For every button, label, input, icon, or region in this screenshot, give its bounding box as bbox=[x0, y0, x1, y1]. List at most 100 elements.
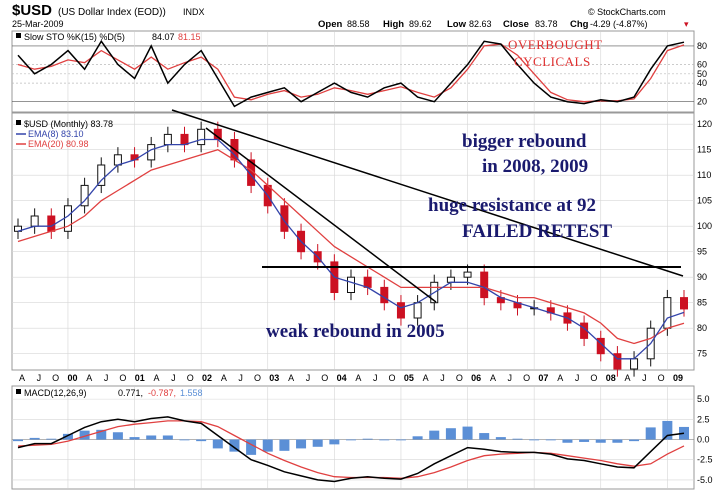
macd-hist-bar bbox=[412, 436, 423, 440]
macd-hist-bar bbox=[229, 439, 240, 452]
macd-hist-bar bbox=[296, 439, 307, 449]
candle-body bbox=[613, 353, 622, 370]
macd-hist-bar bbox=[645, 427, 656, 440]
candle-body bbox=[680, 297, 688, 310]
x-tick-label: 04 bbox=[337, 373, 347, 383]
candle-body bbox=[347, 276, 355, 294]
ohlc-readout: Open 88.58 High 89.62 Low 82.63 Close 83… bbox=[318, 19, 689, 30]
watermark: © StockCharts.com bbox=[588, 7, 666, 17]
candle-body bbox=[463, 271, 472, 278]
price-tick-label: 105 bbox=[697, 196, 712, 206]
macd-line bbox=[17, 416, 685, 483]
macd-hist-bar bbox=[196, 439, 207, 442]
macd-hist-bar bbox=[346, 439, 356, 441]
price-tick-label: 95 bbox=[697, 247, 707, 257]
macd-hist-bar bbox=[29, 437, 40, 440]
stoch-tick-label: 20 bbox=[697, 97, 707, 107]
macd-lines bbox=[17, 416, 685, 483]
x-tick-label: 03 bbox=[269, 373, 279, 383]
macd-hist-bar bbox=[46, 438, 57, 440]
candle-body bbox=[446, 276, 455, 283]
macd-hist-bar bbox=[262, 439, 273, 452]
macd-hist-value: 1.558 bbox=[180, 388, 203, 398]
candle-body bbox=[97, 164, 106, 186]
x-tick-label: 07 bbox=[538, 373, 548, 383]
macd-hist-bar bbox=[429, 430, 440, 440]
x-tick-label: A bbox=[221, 373, 227, 383]
high-label: High bbox=[383, 19, 404, 30]
x-tick-label: 02 bbox=[202, 373, 212, 383]
macd-hist-bar bbox=[529, 439, 540, 441]
macd-hist-bar bbox=[162, 435, 173, 440]
chart-exchange: INDX bbox=[183, 7, 205, 17]
x-tick-label: J bbox=[575, 373, 580, 383]
macd-histogram bbox=[13, 420, 689, 455]
x-tick-label: O bbox=[254, 373, 261, 383]
x-tick-label: A bbox=[625, 373, 631, 383]
x-tick-label: J bbox=[642, 373, 647, 383]
candle-body bbox=[180, 133, 189, 146]
chart-symbol: $USD bbox=[12, 2, 52, 19]
macd-hist-bar bbox=[279, 439, 290, 451]
note-weak-rebound: weak rebound in 2005 bbox=[266, 321, 445, 342]
candle-body bbox=[663, 297, 672, 329]
stoch-tick-label: 60 bbox=[697, 60, 707, 70]
stoch-d-value: 81.15 bbox=[178, 32, 201, 42]
stoch-legend: Slow STO %K(15) %D(5) 84.07 81.15 bbox=[16, 32, 201, 42]
candle-body bbox=[630, 358, 639, 370]
x-axis: A J O 00 A J O 01 A J O 02 A J O 03 A J O 04 A J O 05 A J O 06 A J O 07… bbox=[19, 373, 683, 383]
macd-hist-bar bbox=[495, 437, 506, 440]
candle-body bbox=[480, 271, 489, 299]
x-tick-label: A bbox=[557, 373, 563, 383]
candle-body bbox=[413, 302, 422, 319]
candle-body bbox=[380, 286, 389, 304]
chart-name: (US Dollar Index (EOD)) bbox=[58, 7, 166, 18]
macd-signal-value: -0.787, bbox=[148, 388, 176, 398]
candle-body bbox=[197, 128, 206, 146]
stoch-d-line bbox=[17, 43, 685, 103]
close-label: Close bbox=[503, 19, 529, 30]
note-bigger-rebound-1: bigger rebound bbox=[462, 131, 587, 152]
x-tick-label: J bbox=[306, 373, 311, 383]
chart-date: 25-Mar-2009 bbox=[12, 19, 64, 29]
x-tick-label: J bbox=[171, 373, 176, 383]
macd-tick-label: 2.5 bbox=[697, 414, 710, 424]
low-value: 82.63 bbox=[469, 19, 492, 29]
macd-hist-bar bbox=[212, 439, 223, 449]
macd-hist-bar bbox=[612, 439, 623, 443]
price-tick-label: 75 bbox=[697, 349, 707, 359]
stoch-tick-label: 50 bbox=[697, 69, 707, 79]
macd-hist-bar bbox=[13, 439, 23, 442]
candle-body bbox=[396, 302, 405, 319]
candle-body bbox=[163, 133, 172, 146]
macd-hist-bar bbox=[112, 432, 123, 440]
macd-label: MACD(12,26,9) bbox=[24, 388, 87, 398]
open-value: 88.58 bbox=[347, 19, 370, 29]
stoch-tick-label: 40 bbox=[697, 78, 707, 88]
x-tick-label: J bbox=[37, 373, 42, 383]
x-tick-label: O bbox=[389, 373, 396, 383]
note-bigger-rebound-2: in 2008, 2009 bbox=[482, 156, 588, 177]
x-tick-label: A bbox=[288, 373, 294, 383]
macd-tick-label: -2.5 bbox=[697, 455, 713, 465]
x-tick-label: O bbox=[523, 373, 530, 383]
macd-hist-bar bbox=[545, 439, 556, 441]
macd-hist-bar bbox=[62, 433, 73, 440]
candle-body bbox=[363, 276, 372, 288]
x-tick-label: A bbox=[154, 373, 160, 383]
macd-legend: MACD(12,26,9) 0.771, -0.787, 1.558 bbox=[16, 388, 203, 398]
stoch-tick-label: 80 bbox=[697, 41, 707, 51]
close-value: 83.78 bbox=[535, 19, 558, 29]
macd-hist-bar bbox=[562, 439, 573, 443]
ema20-line bbox=[17, 148, 685, 345]
macd-hist-bar bbox=[129, 437, 140, 440]
x-tick-label: 08 bbox=[606, 373, 616, 383]
x-tick-label: J bbox=[238, 373, 243, 383]
macd-hist-bar bbox=[312, 439, 323, 447]
ema20-label: EMA(20) 80.98 bbox=[28, 139, 89, 149]
macd-hist-bar bbox=[445, 428, 456, 440]
macd-hist-bar bbox=[246, 439, 257, 455]
note-overbought: OVERBOUGHT bbox=[508, 37, 603, 52]
